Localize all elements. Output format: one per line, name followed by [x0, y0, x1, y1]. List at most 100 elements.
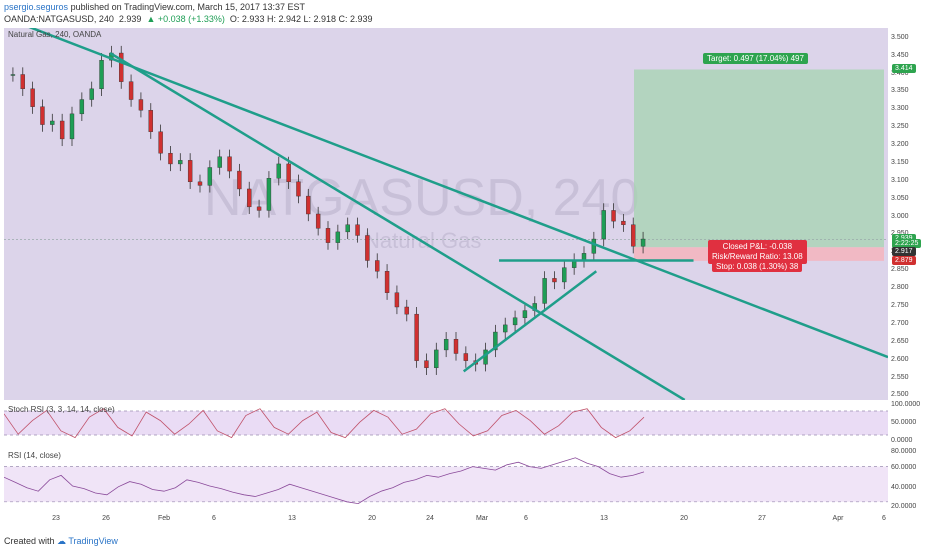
- candle-body: [542, 278, 547, 304]
- candle-body: [59, 120, 65, 140]
- candle-body: [40, 106, 45, 125]
- candle-body: [89, 88, 94, 100]
- candle-body: [355, 224, 360, 236]
- candle-body: [148, 110, 153, 132]
- time-tick: 26: [102, 515, 110, 522]
- symbol-label: OANDA:NATGASUSD, 240: [4, 14, 114, 24]
- candle-body: [168, 152, 173, 165]
- candle-body: [404, 306, 409, 315]
- candle-body: [424, 360, 429, 369]
- time-tick: 20: [680, 515, 688, 522]
- candle-body: [256, 206, 262, 211]
- price-tag: 2.939: [892, 234, 916, 244]
- tradingview-brand[interactable]: TradingView: [68, 536, 118, 546]
- candle-body: [503, 324, 508, 333]
- candle-body: [611, 210, 616, 222]
- candle-body: [99, 59, 104, 90]
- stoch-axis: 100.0000 50.0000 0.0000: [888, 401, 932, 445]
- candle-body: [247, 188, 252, 208]
- candle-body: [384, 271, 390, 293]
- price-tick: 2.650: [891, 337, 909, 345]
- price-tick: 2.950: [891, 230, 909, 237]
- time-tick: Mar: [475, 515, 489, 522]
- price-tick: 3.150: [891, 158, 909, 166]
- footer: Created with ☁ TradingView: [4, 536, 118, 547]
- price-tick: 2.550: [891, 373, 909, 381]
- candle-body: [30, 88, 35, 107]
- candle-body: [237, 170, 242, 190]
- target-label: Target: 0.497 (17.04%) 497: [703, 53, 808, 64]
- stoch-tick: 100.0000: [891, 401, 921, 408]
- candle-body: [197, 181, 203, 186]
- candle-body: [227, 156, 232, 172]
- candle-body: [522, 310, 528, 318]
- price-tag: 2:22:25: [892, 239, 922, 249]
- candle-body: [325, 228, 331, 243]
- candle-body: [640, 238, 646, 247]
- price-tick: 3.100: [891, 176, 909, 184]
- candle-body: [286, 163, 291, 183]
- stoch-rsi-pane[interactable]: Stoch RSI (3, 3, 14, 14, close): [4, 403, 888, 445]
- candle-body: [138, 99, 144, 111]
- ohlc-values: O: 2.933 H: 2.942 L: 2.918 C: 2.939: [229, 14, 373, 24]
- candle-body: [266, 178, 272, 211]
- rsi-band: [4, 466, 888, 502]
- stoch-k-line: [4, 408, 645, 439]
- time-tick: 27: [758, 515, 766, 522]
- candle-body: [375, 260, 380, 272]
- rsi-pane[interactable]: RSI (14, close): [4, 449, 888, 515]
- candle-body: [591, 238, 597, 254]
- rsi-line: [4, 457, 645, 505]
- time-axis[interactable]: 23 26 Feb 6 13 20 24 Mar 6 13 20 27 Apr 6: [4, 515, 888, 527]
- candle-body: [178, 160, 183, 165]
- price-tick: 2.600: [891, 355, 909, 363]
- candle-body: [552, 278, 557, 283]
- price-tag: 2.917: [892, 246, 916, 256]
- change-value: ▲ +0.038 (+1.33%): [146, 14, 225, 24]
- closed-pnl: Closed P&L: -0.038: [722, 242, 793, 251]
- candle-body: [335, 231, 341, 243]
- main-chart-pane[interactable]: NATGASUSD, 240 Natural Gas Natural Gas, …: [4, 28, 888, 400]
- candle-body: [414, 313, 419, 361]
- stoch-rsi-title: Stoch RSI (3, 3, 14, 14, close): [8, 405, 115, 414]
- published-text: published on TradingView.com, March 15, …: [70, 2, 306, 12]
- time-tick: 6: [212, 515, 216, 522]
- trendline-1: [28, 28, 888, 359]
- header-line-2: OANDA:NATGASUSD, 240 2.939 ▲ +0.038 (+1.…: [4, 14, 373, 24]
- rsi-tick: 20.0000: [891, 503, 917, 510]
- time-tick: 6: [882, 515, 886, 522]
- price-tag: 3.414: [892, 64, 916, 74]
- candle-body: [207, 167, 213, 186]
- candle-body: [562, 267, 567, 283]
- candle-body: [10, 74, 16, 76]
- candle-body: [20, 74, 25, 90]
- price-tick: 3.200: [891, 141, 909, 149]
- candle-body: [443, 338, 449, 351]
- last-price: 2.939: [118, 14, 142, 24]
- author-link[interactable]: psergio.seguros: [4, 2, 69, 12]
- candle-body: [79, 99, 85, 115]
- created-with-label: Created with: [4, 536, 55, 546]
- candle-body: [601, 210, 606, 240]
- candle-body: [631, 224, 636, 247]
- price-tick: 3.050: [891, 194, 909, 202]
- price-tick: 2.750: [891, 302, 909, 309]
- price-tick: 2.800: [891, 284, 909, 292]
- price-tick: 2.700: [891, 319, 909, 327]
- time-tick: Feb: [157, 515, 171, 522]
- price-tick: 3.350: [891, 87, 909, 95]
- price-plot[interactable]: [4, 28, 888, 400]
- candle-body: [345, 224, 350, 233]
- time-tick: 13: [600, 515, 608, 522]
- rsi-tick: 60.0000: [891, 464, 917, 471]
- price-tick: 3.500: [891, 33, 909, 41]
- price-axis[interactable]: 3.5003.4503.4003.3503.3003.2503.2003.150…: [888, 28, 932, 400]
- candle-body: [453, 338, 459, 354]
- candle-body: [69, 113, 75, 140]
- candle-body: [315, 213, 321, 229]
- rsi-tick: 80.0000: [891, 448, 917, 455]
- time-tick: 13: [288, 515, 296, 522]
- candle-body: [158, 131, 163, 154]
- candle-body: [276, 163, 281, 179]
- candle-body: [128, 81, 134, 100]
